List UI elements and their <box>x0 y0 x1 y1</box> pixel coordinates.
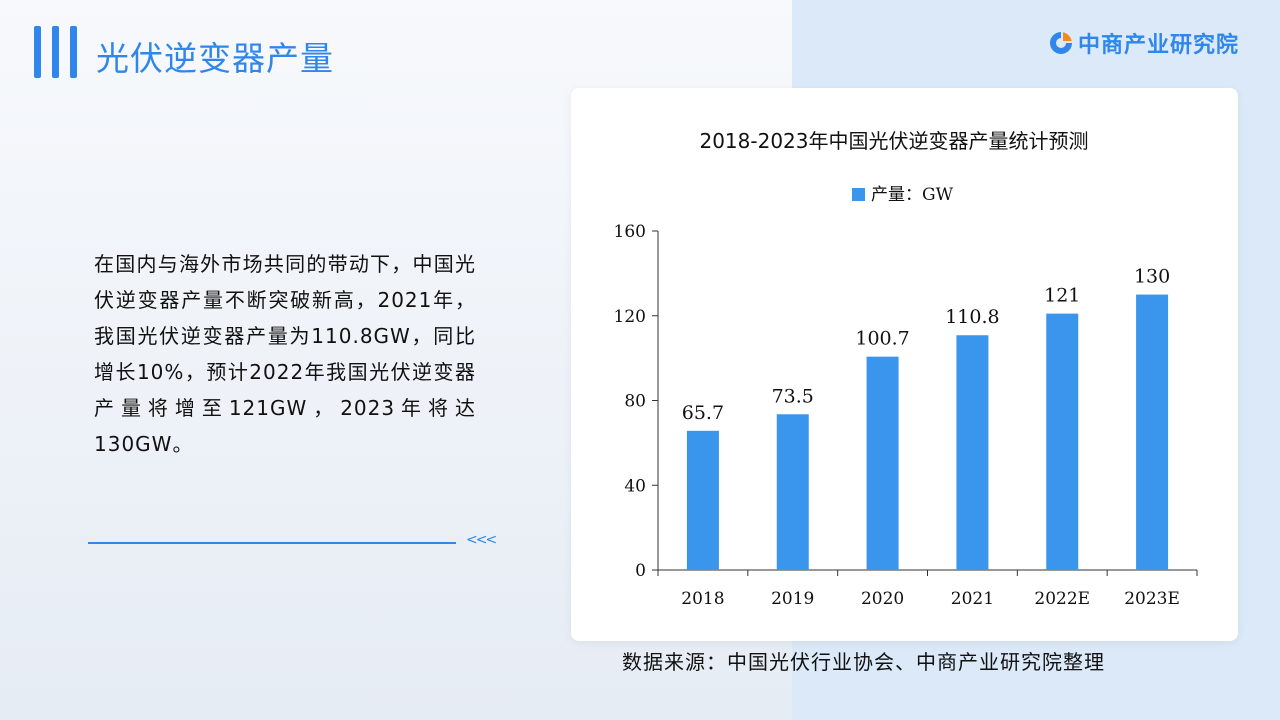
y-axis: 0 40 80 120 160 <box>614 222 659 581</box>
data-label: 121 <box>1044 285 1080 307</box>
bar-chart: 2018-2023年中国光伏逆变器产量统计预测 产量：GW 0 40 80 120 16… <box>614 129 1198 609</box>
data-label: 65.7 <box>682 402 724 424</box>
data-label: 110.8 <box>945 306 999 328</box>
bar <box>1046 313 1079 570</box>
bar <box>956 335 989 570</box>
x-axis: 2018 2019 2020 2021 2022E 2023E <box>657 569 1198 609</box>
bar <box>1136 294 1169 570</box>
brand-name: 中商产业研究院 <box>1078 33 1240 58</box>
legend: 产量：GW <box>852 185 954 205</box>
chevron-left-icon: <<< <box>466 532 497 548</box>
page-title: 光伏逆变器产量 <box>96 39 334 78</box>
brand-logo: 中商产业研究院 <box>1048 28 1239 58</box>
x-tick-label: 2021 <box>951 589 994 609</box>
source-note: 数据来源：中国光伏行业协会、中商产业研究院整理 <box>622 650 1105 674</box>
y-tick-label: 120 <box>614 307 646 327</box>
y-tick-label: 0 <box>635 561 646 581</box>
bar-series: 65.7 73.5 100.7 110.8 121 130 <box>682 266 1170 570</box>
bar <box>866 356 899 570</box>
chart-title: 2018-2023年中国光伏逆变器产量统计预测 <box>699 129 1088 153</box>
x-tick-label: 2023E <box>1124 589 1180 609</box>
y-tick-label: 80 <box>624 392 646 412</box>
x-tick-label: 2018 <box>681 589 724 609</box>
legend-swatch <box>852 188 865 201</box>
x-tick-label: 2019 <box>771 589 814 609</box>
y-tick-label: 160 <box>614 222 646 242</box>
data-label: 73.5 <box>772 385 814 407</box>
divider-line <box>88 542 456 544</box>
chart-card: 2018-2023年中国光伏逆变器产量统计预测 产量：GW 0 40 80 120 16… <box>571 88 1238 641</box>
bar <box>686 430 719 570</box>
description-text: 在国内与海外市场共同的带动下，中国光伏逆变器产量不断突破新高，2021年，我国光… <box>94 252 476 456</box>
title-bars-icon <box>34 26 86 78</box>
askci-logo-icon <box>1050 32 1072 54</box>
x-tick-label: 2020 <box>861 589 904 609</box>
y-tick-label: 40 <box>624 476 646 496</box>
legend-label: 产量：GW <box>871 185 954 205</box>
data-label: 100.7 <box>855 328 909 350</box>
x-tick-label: 2022E <box>1034 589 1090 609</box>
data-label: 130 <box>1134 266 1170 288</box>
bar <box>776 414 809 570</box>
